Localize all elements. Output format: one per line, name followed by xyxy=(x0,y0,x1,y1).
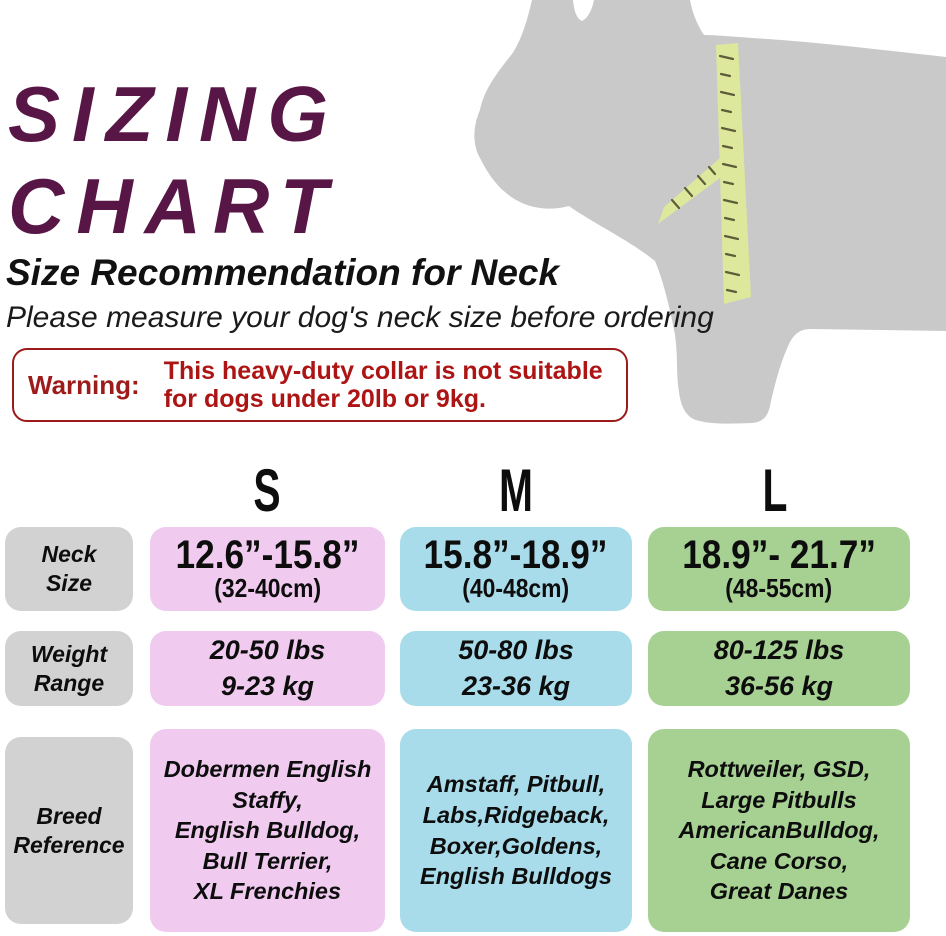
breed-reference-label: Breed Reference xyxy=(13,802,125,858)
measuring-tape xyxy=(658,43,751,304)
breed-reference-s-value: Dobermen English Staffy, English Bulldog… xyxy=(163,756,372,905)
neck-size-m-value: 15.8”-18.9” xyxy=(424,533,608,578)
weight-range-label-cell: Weight Range xyxy=(5,631,133,706)
dog-silhouette xyxy=(474,0,946,424)
neck-size-m-cell: 15.8”-18.9” (40-48cm) xyxy=(400,527,632,611)
breed-reference-s-cell: Dobermen English Staffy, English Bulldog… xyxy=(150,729,385,932)
page-title: SIZING CHART xyxy=(8,68,340,252)
weight-range-m-cell: 50-80 lbs 23-36 kg xyxy=(400,631,632,706)
warning-label: Warning: xyxy=(28,369,140,400)
neck-size-s-cm: (32-40cm) xyxy=(214,573,321,604)
weight-range-m-value: 50-80 lbs 23-36 kg xyxy=(458,634,574,701)
neck-size-s-cell: 12.6”-15.8” (32-40cm) xyxy=(150,527,385,611)
weight-range-s-value: 20-50 lbs 9-23 kg xyxy=(209,634,326,701)
weight-range-l-cell: 80-125 lbs 36-56 kg xyxy=(648,631,910,706)
dog-silhouette-with-measuring-tape xyxy=(474,0,946,424)
neck-size-l-cell: 18.9”- 21.7” (48-55cm) xyxy=(648,527,910,611)
title-line1: SIZING xyxy=(8,70,341,158)
dog-illustration xyxy=(470,0,946,445)
column-header-l: L xyxy=(762,457,788,524)
weight-range-l-value: 80-125 lbs 36-56 kg xyxy=(713,634,845,701)
weight-range-label: Weight Range xyxy=(30,640,108,696)
neck-size-l-value: 18.9”- 21.7” xyxy=(682,533,876,578)
breed-reference-m-cell: Amstaff, Pitbull, Labs,Ridgeback, Boxer,… xyxy=(400,729,632,932)
breed-reference-m-value: Amstaff, Pitbull, Labs,Ridgeback, Boxer,… xyxy=(420,771,612,890)
subtitle: Size Recommendation for Neck xyxy=(6,252,560,293)
warning-message: This heavy-duty collar is not suitable f… xyxy=(163,356,603,413)
breed-reference-l-cell: Rottweiler, GSD, Large Pitbulls American… xyxy=(648,729,910,932)
breed-reference-l-value: Rottweiler, GSD, Large Pitbulls American… xyxy=(678,756,880,905)
breed-reference-label-cell: Breed Reference xyxy=(5,737,133,924)
column-header-s: S xyxy=(253,457,281,524)
title-line2: CHART xyxy=(8,162,340,251)
neck-size-m-cm: (40-48cm) xyxy=(462,573,570,604)
tape-tick-marks xyxy=(670,54,741,294)
warning-box: Warning: This heavy-duty collar is not s… xyxy=(12,348,628,422)
measure-note: Please measure your dog's neck size befo… xyxy=(6,301,714,334)
column-header-m: M xyxy=(499,457,533,524)
neck-size-s-value: 12.6”-15.8” xyxy=(175,533,360,578)
neck-size-label: Neck Size xyxy=(41,541,97,596)
weight-range-s-cell: 20-50 lbs 9-23 kg xyxy=(150,631,385,706)
neck-size-l-cm: (48-55cm) xyxy=(725,573,833,604)
neck-size-label-cell: Neck Size xyxy=(5,527,133,611)
